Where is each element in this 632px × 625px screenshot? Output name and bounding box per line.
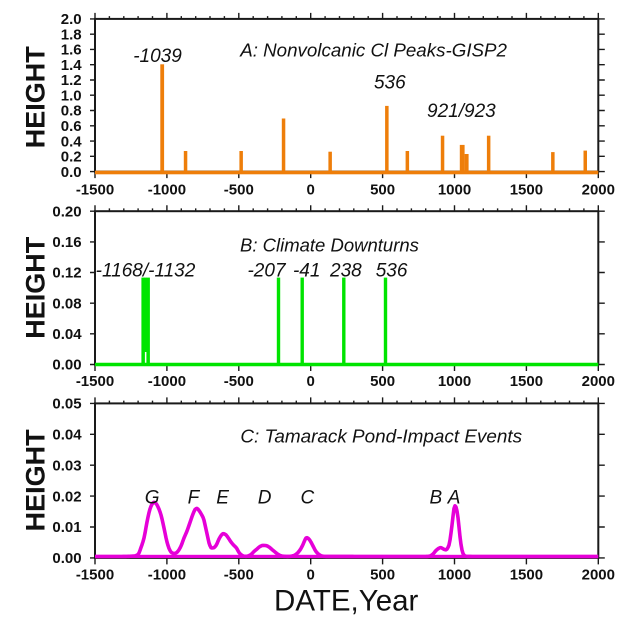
svg-text:0.8: 0.8 (61, 103, 82, 120)
svg-text:-1039: -1039 (133, 46, 182, 67)
svg-text:500: 500 (370, 567, 395, 584)
svg-text:921/923: 921/923 (427, 101, 496, 122)
svg-text:-1000: -1000 (148, 567, 186, 584)
svg-text:0.4: 0.4 (61, 133, 83, 150)
svg-text:-1000: -1000 (148, 181, 186, 198)
svg-text:1500: 1500 (510, 567, 543, 584)
svg-text:0.02: 0.02 (52, 488, 81, 505)
svg-text:0.08: 0.08 (52, 295, 81, 312)
svg-text:1.8: 1.8 (61, 26, 82, 43)
svg-text:E: E (216, 487, 229, 508)
svg-text:0.01: 0.01 (52, 519, 81, 536)
svg-text:0.05: 0.05 (52, 396, 81, 413)
svg-text:0.16: 0.16 (52, 234, 81, 251)
svg-text:-1500: -1500 (76, 373, 114, 390)
svg-text:0.6: 0.6 (61, 118, 82, 135)
svg-text:HEIGHT: HEIGHT (21, 236, 51, 339)
svg-text:G: G (145, 487, 160, 508)
svg-text:-1500: -1500 (76, 181, 114, 198)
svg-text:B: Climate Downturns: B: Climate Downturns (240, 235, 419, 256)
svg-text:A: A (447, 487, 461, 508)
svg-text:1.4: 1.4 (61, 57, 83, 74)
svg-text:2000: 2000 (582, 567, 615, 584)
svg-text:-1000: -1000 (148, 373, 186, 390)
svg-text:1000: 1000 (438, 373, 471, 390)
svg-text:HEIGHT: HEIGHT (21, 46, 51, 149)
svg-text:DATE,Year: DATE,Year (274, 585, 418, 618)
svg-text:1.6: 1.6 (61, 42, 82, 59)
svg-text:1500: 1500 (510, 181, 543, 198)
svg-text:1500: 1500 (510, 373, 543, 390)
svg-text:0: 0 (307, 373, 315, 390)
svg-text:C: Tamarack Pond-Impact Events: C: Tamarack Pond-Impact Events (240, 427, 522, 448)
svg-text:0.00: 0.00 (52, 357, 81, 374)
svg-text:D: D (258, 487, 272, 508)
svg-text:0.00: 0.00 (52, 550, 81, 567)
svg-text:0.0: 0.0 (61, 164, 82, 181)
svg-text:0.20: 0.20 (52, 203, 81, 220)
svg-text:0.2: 0.2 (61, 149, 82, 166)
svg-text:1.0: 1.0 (61, 88, 82, 105)
svg-text:A: Nonvolcanic Cl Peaks-GISP2: A: Nonvolcanic Cl Peaks-GISP2 (239, 39, 507, 60)
svg-text:500: 500 (370, 181, 395, 198)
svg-text:0: 0 (307, 181, 315, 198)
svg-text:F: F (188, 487, 201, 508)
svg-text:-500: -500 (224, 373, 254, 390)
svg-text:500: 500 (370, 373, 395, 390)
svg-text:B: B (429, 487, 442, 508)
svg-text:2.0: 2.0 (61, 11, 82, 28)
svg-text:238: 238 (329, 261, 362, 282)
svg-text:0: 0 (307, 567, 315, 584)
svg-text:-1500: -1500 (76, 567, 114, 584)
svg-text:C: C (301, 487, 315, 508)
svg-text:-207: -207 (247, 261, 286, 282)
svg-text:536: 536 (376, 261, 408, 282)
svg-text:-500: -500 (224, 181, 254, 198)
svg-text:HEIGHT: HEIGHT (21, 429, 51, 532)
svg-text:536: 536 (374, 72, 406, 93)
svg-text:2000: 2000 (582, 373, 615, 390)
svg-text:1000: 1000 (438, 181, 471, 198)
svg-text:0.03: 0.03 (52, 457, 81, 474)
svg-text:0.12: 0.12 (52, 265, 81, 282)
svg-text:1000: 1000 (438, 567, 471, 584)
svg-text:-500: -500 (224, 567, 254, 584)
svg-text:0.04: 0.04 (52, 326, 82, 343)
svg-text:2000: 2000 (582, 181, 615, 198)
svg-text:1.2: 1.2 (61, 72, 82, 89)
svg-text:0.04: 0.04 (52, 427, 82, 444)
svg-text:-41: -41 (293, 261, 320, 282)
svg-text:-1168/-1132: -1168/-1132 (96, 261, 196, 282)
